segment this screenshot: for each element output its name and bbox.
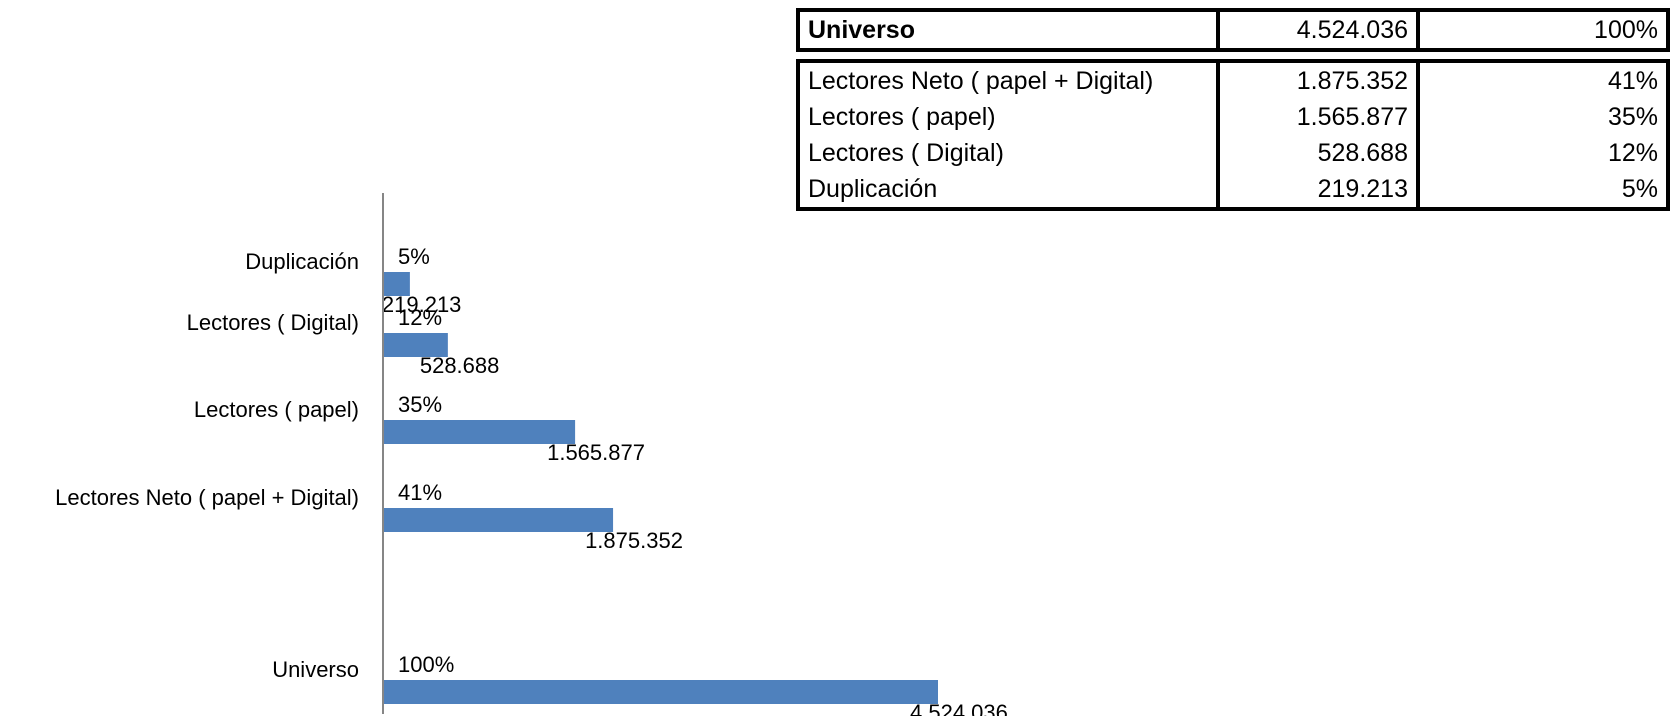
bar [383,680,938,704]
table-row-label: Duplicación [796,171,1220,211]
bar [383,420,576,444]
summary-table: Universo 4.524.036 100% Lectores Neto ( … [796,8,1670,211]
table-row: Lectores Neto ( papel + Digital) 1.875.3… [796,59,1670,99]
table-row-value: 219.213 [1216,171,1420,211]
bar [383,508,614,532]
table-row-percent: 12% [1416,135,1670,171]
category-label: Universo [272,657,359,682]
percent-label: 5% [398,244,430,269]
table-row: Duplicación 219.213 5% [796,171,1670,211]
table-row-label: Lectores ( Digital) [796,135,1220,171]
table-header-row: Universo 4.524.036 100% [796,8,1670,52]
value-label: 219.213 [382,292,462,317]
category-label: Duplicación [245,249,359,274]
category-label: Lectores ( papel) [194,397,359,422]
table-header-label: Universo [796,8,1220,52]
table-row: Lectores ( papel) 1.565.877 35% [796,99,1670,135]
table-row-value: 1.875.352 [1216,59,1420,99]
bar [383,333,448,357]
table-row-label: Lectores ( papel) [796,99,1220,135]
table-row-percent: 35% [1416,99,1670,135]
percent-label: 35% [398,392,442,417]
category-label: Lectores ( Digital) [187,310,359,335]
table-row: Lectores ( Digital) 528.688 12% [796,135,1670,171]
table-row-percent: 41% [1416,59,1670,99]
value-label: 528.688 [420,353,500,378]
percent-label: 100% [398,652,454,677]
percent-label: 41% [398,480,442,505]
value-label: 1.565.877 [547,440,645,465]
bar [383,272,410,296]
table-row-value: 1.565.877 [1216,99,1420,135]
value-label: 4.524.036 [910,700,1008,716]
category-label: Lectores Neto ( papel + Digital) [55,485,359,510]
table-row-label: Lectores Neto ( papel + Digital) [796,59,1220,99]
percent-label: 12% [398,305,442,330]
value-label: 1.875.352 [585,528,683,553]
table-header-value: 4.524.036 [1216,8,1420,52]
table-header-percent: 100% [1416,8,1670,52]
table-row-percent: 5% [1416,171,1670,211]
table-row-value: 528.688 [1216,135,1420,171]
